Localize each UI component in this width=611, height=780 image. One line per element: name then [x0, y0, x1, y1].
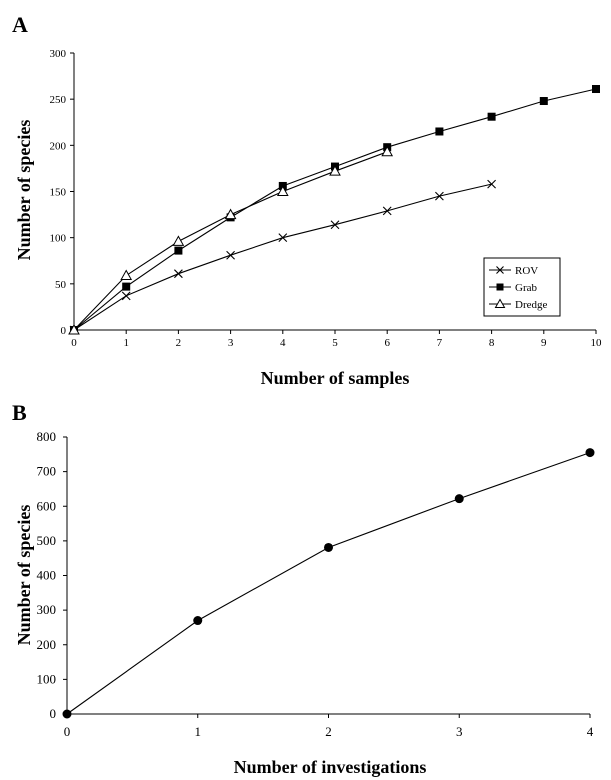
y-axis-title-a: Number of species — [14, 120, 34, 261]
legend-marker-rov — [496, 266, 504, 274]
data-point-dredge-a — [224, 208, 237, 220]
y-tick-label-a: 200 — [50, 140, 67, 152]
data-point-rov-a — [121, 291, 131, 301]
x-tick-label-a: 4 — [280, 337, 286, 349]
x-tick-label-a: 9 — [541, 337, 547, 349]
x-tick-label-b: 3 — [456, 724, 463, 739]
legend-label-grab: Grab — [515, 282, 537, 294]
legend-marker-grab — [496, 283, 504, 291]
x-tick-label-a: 3 — [228, 337, 234, 349]
data-point-dredge-a — [329, 165, 341, 176]
y-tick-label-b: 100 — [37, 671, 57, 686]
y-tick-label-b: 300 — [37, 602, 57, 617]
data-point-rov-a — [278, 233, 288, 243]
data-point-dredge-a — [172, 235, 185, 246]
y-tick-label-b: 600 — [37, 498, 57, 513]
legend-label-dredge: Dredge — [515, 299, 547, 311]
y-tick-label-b: 400 — [37, 568, 57, 583]
data-point-rov-a — [435, 191, 444, 201]
data-point-grab-a — [487, 112, 496, 121]
data-point-grab-a — [539, 97, 548, 106]
legend-label-rov: ROV — [515, 265, 538, 277]
data-point-rov-a — [330, 220, 340, 230]
panel-label-b: B — [12, 400, 27, 425]
data-point-dredge-a — [381, 145, 394, 157]
data-point-grab-a — [174, 246, 183, 255]
data-point-rov-a — [487, 179, 496, 189]
series-line-rov-a — [73, 183, 492, 331]
x-tick-label-a: 10 — [591, 337, 603, 349]
y-tick-label-a: 50 — [55, 279, 67, 291]
x-tick-label-a: 5 — [332, 337, 338, 349]
data-point-series-b — [193, 616, 203, 626]
data-point-grab-a — [592, 85, 600, 94]
y-tick-label-b: 500 — [37, 533, 57, 548]
x-axis-title-a: Number of samples — [261, 368, 410, 388]
data-point-rov-a — [226, 250, 235, 260]
y-tick-label-b: 800 — [37, 429, 57, 444]
panel-label-a: A — [12, 12, 28, 37]
x-tick-label-a: 7 — [437, 337, 443, 349]
data-point-grab-a — [435, 127, 444, 136]
y-tick-label-a: 0 — [61, 325, 67, 337]
data-point-rov-a — [174, 269, 183, 279]
data-point-dredge-a — [276, 185, 289, 196]
data-point-series-b — [585, 448, 595, 458]
x-tick-label-a: 2 — [176, 337, 182, 349]
y-tick-label-b: 700 — [37, 464, 57, 479]
series-line-series-b — [66, 452, 591, 715]
x-axis-title-b: Number of investigations — [234, 757, 427, 777]
x-tick-label-b: 1 — [195, 724, 202, 739]
data-point-dredge-a — [120, 269, 133, 281]
x-tick-label-b: 2 — [325, 724, 332, 739]
data-point-series-b — [62, 709, 72, 719]
y-tick-label-b: 0 — [50, 706, 57, 721]
x-tick-label-a: 8 — [489, 337, 495, 349]
x-tick-label-b: 4 — [587, 724, 594, 739]
legend-marker-dredge — [494, 298, 506, 308]
x-tick-label-a: 6 — [384, 337, 390, 349]
legend: ROV Grab Dredge — [483, 257, 561, 317]
y-tick-label-b: 200 — [37, 637, 57, 652]
y-tick-label-a: 100 — [50, 233, 67, 245]
y-tick-label-a: 150 — [50, 187, 67, 199]
data-point-series-b — [324, 542, 333, 552]
x-tick-label-a: 1 — [123, 337, 129, 349]
x-tick-label-b: 0 — [64, 724, 71, 739]
data-point-dredge-a — [68, 323, 80, 335]
y-tick-label-a: 300 — [50, 48, 67, 60]
y-tick-label-a: 250 — [50, 94, 67, 106]
x-tick-label-a: 0 — [71, 337, 77, 349]
data-point-series-b — [454, 494, 464, 504]
y-axis-title-b: Number of species — [14, 505, 34, 646]
data-point-rov-a — [382, 206, 392, 216]
series-line-dredge-a — [73, 151, 388, 331]
data-point-grab-a — [122, 282, 131, 291]
